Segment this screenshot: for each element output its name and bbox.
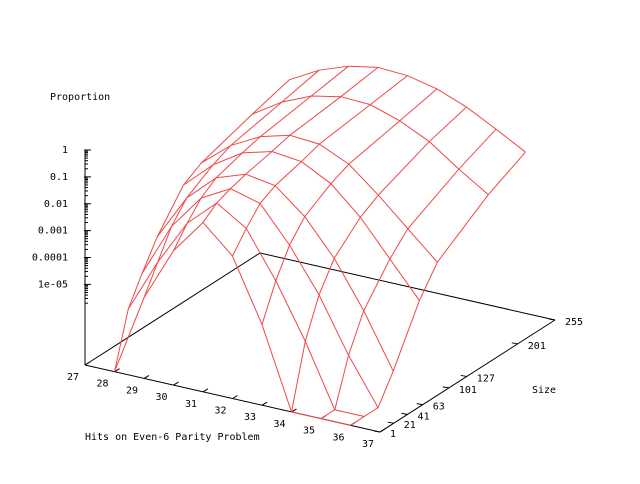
y-tick xyxy=(442,386,449,389)
mesh-line xyxy=(232,75,408,257)
y-tick-label: 41 xyxy=(418,411,430,422)
mesh-line xyxy=(143,69,320,298)
z-tick-label: 1e-05 xyxy=(38,279,68,290)
y-tick xyxy=(387,421,394,424)
x-tick-label: 32 xyxy=(214,406,226,417)
y-tick-label: 255 xyxy=(565,317,583,328)
base-edge xyxy=(259,252,556,321)
mesh-line xyxy=(114,79,290,372)
mesh-line xyxy=(156,173,394,372)
base-edge xyxy=(84,252,261,366)
y-tick xyxy=(416,403,423,406)
mesh-line xyxy=(127,202,365,417)
x-tick-label: 29 xyxy=(126,385,138,396)
x-tick-label: 30 xyxy=(155,392,167,403)
x-tick-label: 34 xyxy=(273,419,285,430)
y-tick-label: 127 xyxy=(477,373,495,384)
x-tick xyxy=(173,381,179,386)
x-tick xyxy=(232,395,238,399)
mesh-line xyxy=(141,188,379,408)
x-tick xyxy=(202,388,209,393)
base-edge xyxy=(379,319,556,433)
y-tick xyxy=(401,412,408,415)
x-tick xyxy=(291,408,297,413)
y-tick xyxy=(460,374,467,377)
z-tick-label: 0.01 xyxy=(44,199,68,210)
x-tick-label: 31 xyxy=(185,399,197,410)
x-tick-label: 33 xyxy=(244,412,256,423)
x-tick-label: 27 xyxy=(67,372,79,383)
z-axis-label: Proportion xyxy=(50,92,110,103)
y-tick xyxy=(511,342,518,345)
x-tick-label: 36 xyxy=(332,432,344,443)
z-tick-label: 1 xyxy=(62,145,68,156)
x-tick xyxy=(143,374,150,379)
mesh-line xyxy=(261,88,438,325)
mesh-line xyxy=(183,150,420,301)
x-tick xyxy=(114,368,120,373)
y-tick xyxy=(548,318,556,321)
mesh-line xyxy=(173,65,349,251)
mesh-line xyxy=(320,128,497,420)
x-tick-label: 37 xyxy=(362,439,374,450)
z-tick-label: 0.001 xyxy=(38,226,68,237)
y-tick-label: 201 xyxy=(528,341,546,352)
y-tick-label: 1 xyxy=(390,429,396,440)
mesh-line xyxy=(350,151,526,426)
x-tick-label: 35 xyxy=(303,426,315,437)
z-tick-label: 0.0001 xyxy=(32,253,68,264)
x-tick xyxy=(84,361,91,366)
z-tick-label: 0.1 xyxy=(50,172,68,183)
y-axis-label: Size xyxy=(532,385,556,396)
mesh-line xyxy=(291,106,467,412)
x-tick xyxy=(379,428,386,433)
y-tick-label: 63 xyxy=(433,402,445,413)
x-axis-label: Hits on Even-6 Parity Problem xyxy=(85,432,260,443)
y-tick xyxy=(373,430,381,433)
x-tick-label: 28 xyxy=(96,379,108,390)
y-tick-label: 21 xyxy=(404,420,416,431)
mesh-line xyxy=(202,67,379,223)
x-tick xyxy=(261,401,268,406)
y-tick-label: 101 xyxy=(459,385,477,396)
